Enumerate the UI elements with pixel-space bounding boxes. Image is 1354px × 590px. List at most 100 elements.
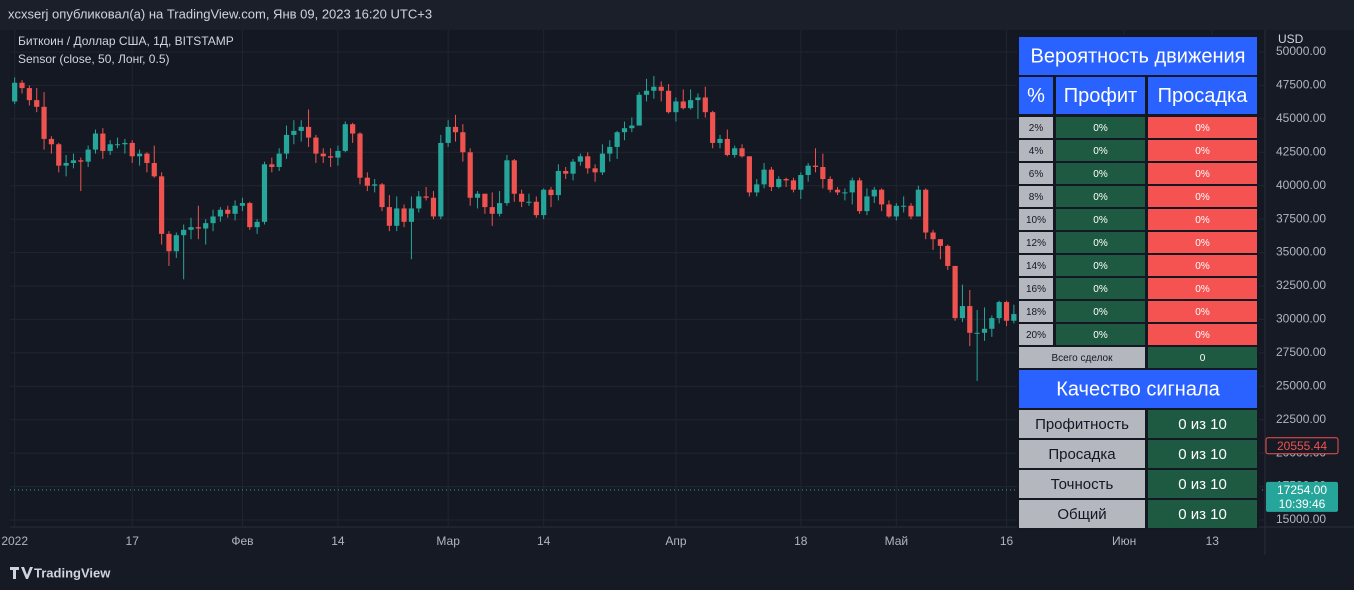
candle-body	[438, 142, 444, 217]
candle-body	[92, 133, 99, 150]
candle-body	[856, 180, 863, 212]
row-level-cell	[1019, 186, 1053, 207]
candle-body	[820, 166, 826, 180]
candle-body	[114, 144, 121, 146]
row-level: 2%	[1029, 123, 1044, 134]
candle-body	[834, 189, 841, 193]
candle-body	[673, 101, 679, 113]
candle-body	[702, 97, 708, 113]
candle-body	[901, 205, 907, 207]
y-tick-label: 40000.00	[1276, 178, 1326, 192]
profit-value: 0%	[1093, 261, 1108, 272]
quality-label: Общий	[1057, 506, 1106, 523]
x-tick-label: Май	[885, 534, 909, 548]
y-tick-label: 25000.00	[1276, 378, 1326, 392]
candle-body	[63, 162, 69, 166]
candle-body	[519, 193, 525, 202]
total-label: Всего сделок	[1052, 353, 1114, 364]
candle-body	[864, 196, 870, 212]
row-level-cell	[1019, 255, 1053, 276]
candle-body	[1011, 314, 1017, 321]
candle-body	[460, 132, 466, 153]
candle-body	[636, 94, 642, 126]
candle-body	[732, 148, 738, 155]
row-level-cell	[1019, 140, 1053, 161]
candle-body	[291, 130, 297, 135]
price-marker	[1265, 437, 1339, 455]
column-header-cell	[1056, 77, 1145, 114]
candle-body	[886, 204, 892, 217]
row-level-cell	[1019, 278, 1053, 299]
drawdown-value: 0%	[1195, 215, 1210, 226]
publisher: xcxserj опубликовал(а) на TradingView.co…	[8, 6, 432, 21]
drawdown-value-cell	[1148, 163, 1257, 184]
row-level-cell	[1019, 324, 1053, 345]
price-marker-label: 20555.44	[1277, 439, 1327, 453]
candle-body	[504, 160, 510, 204]
candle-body	[401, 208, 407, 222]
candle-body	[100, 133, 106, 151]
drawdown-value-cell	[1148, 255, 1257, 276]
row-level-cell	[1019, 209, 1053, 230]
quality-label-cell	[1019, 500, 1145, 528]
currency: USD	[1278, 32, 1304, 46]
drawdown-value-cell	[1148, 140, 1257, 161]
row-level: 8%	[1029, 192, 1044, 203]
candle-body	[122, 142, 128, 145]
profit-value-cell	[1056, 117, 1145, 138]
candle-body	[445, 126, 451, 143]
profit-value: 0%	[1093, 146, 1108, 157]
profit-value-cell	[1056, 278, 1145, 299]
candle-body	[754, 184, 760, 193]
candle-body	[842, 192, 848, 194]
y-tick-label: 50000.00	[1276, 44, 1326, 58]
candle-body	[798, 175, 804, 190]
column-header-cell	[1019, 77, 1053, 114]
candle-body	[217, 209, 223, 217]
chart-title: Биткоин / Доллар США, 1Д, BITSTAMP	[18, 34, 234, 48]
candle-body	[181, 229, 187, 236]
row-level: 14%	[1026, 261, 1046, 272]
candle-body	[56, 144, 62, 166]
quality-value: 0 из 10	[1178, 446, 1227, 463]
y-tick-label: 27500.00	[1276, 345, 1326, 359]
candle-body	[467, 152, 473, 198]
candle-body	[555, 171, 561, 196]
profit-value: 0%	[1093, 123, 1108, 134]
quality-value: 0 из 10	[1178, 416, 1227, 433]
candle-body	[416, 196, 422, 209]
candle-body	[430, 197, 437, 217]
drawdown-value-cell	[1148, 209, 1257, 230]
candle-body	[225, 209, 231, 214]
row-level: 4%	[1029, 146, 1044, 157]
y-tick-label: 22500.00	[1276, 412, 1326, 426]
candle-body	[695, 97, 701, 101]
candle-body	[665, 90, 672, 113]
candle-body	[849, 180, 855, 193]
x-tick-label: 16	[1000, 534, 1014, 548]
quality-label-cell	[1019, 410, 1145, 438]
countdown: 10:39:46	[1279, 497, 1326, 511]
row-level-cell	[1019, 117, 1053, 138]
axes: 15000.0017500.0020000.0022500.0025000.00…	[1, 44, 1339, 548]
candle-body	[599, 153, 606, 173]
candle-body	[952, 265, 958, 319]
candle-body	[313, 137, 319, 154]
candle-body	[592, 168, 598, 173]
quality-value-cell	[1148, 410, 1257, 438]
profit-value: 0%	[1093, 307, 1108, 318]
candle-body	[776, 179, 782, 188]
drawdown-value: 0%	[1195, 307, 1210, 318]
candle-body	[474, 193, 481, 198]
quality-label: Точность	[1051, 476, 1114, 493]
y-tick-label: 15000.00	[1276, 512, 1326, 526]
candle-body	[629, 125, 635, 129]
candle-body	[482, 193, 488, 208]
candle-body	[41, 106, 47, 139]
candle-body	[34, 100, 40, 107]
candle-body	[563, 171, 569, 174]
row-level: 16%	[1026, 284, 1046, 295]
candle-body	[643, 90, 650, 95]
candle-body	[239, 203, 246, 206]
total-label-cell	[1019, 347, 1145, 368]
